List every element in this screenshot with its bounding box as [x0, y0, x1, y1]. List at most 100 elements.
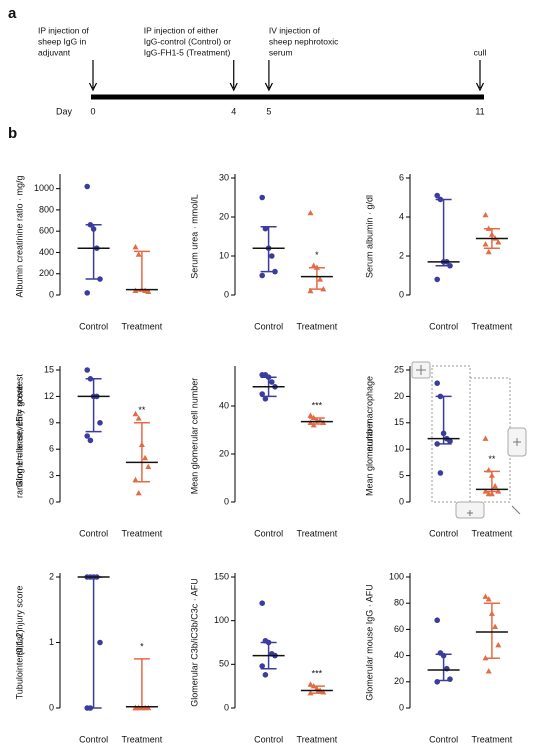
arrowhead: [229, 82, 238, 92]
day-label: 11: [475, 106, 484, 116]
plot: 0 50 100 150 Glomerular C3b/iC3b/C3c · AFU Co…: [189, 571, 337, 744]
y-tick-label: 60: [394, 624, 404, 634]
y-tick-label: 100: [214, 615, 229, 625]
point: [317, 276, 324, 282]
y-tick-label: 5: [399, 470, 404, 480]
x-tick-label: Control: [254, 528, 283, 538]
y-tick-label: 600: [39, 226, 54, 236]
event-label: IV injection of: [269, 25, 321, 35]
point: [138, 441, 145, 447]
point: [135, 251, 142, 257]
point: [482, 593, 489, 599]
y-tick-label: 0: [399, 702, 404, 712]
point: [495, 641, 502, 648]
arrowhead: [264, 82, 273, 92]
point: [307, 681, 314, 687]
handles[interactable]: [411, 361, 527, 519]
point: [488, 231, 495, 237]
plot: 0 200 400 600 800 1000 Albumin creatinine rati…: [14, 174, 163, 331]
y-tick-label: 6: [49, 444, 54, 454]
y-tick-label: 0: [224, 496, 229, 506]
x-tick-label: Control: [79, 528, 108, 538]
point: [485, 668, 492, 674]
day-label: 0: [90, 106, 95, 116]
y-axis-label: Mean glomerular cell number: [189, 378, 199, 495]
y-tick-label: 12: [44, 391, 54, 401]
plot: 0 2 4 6 Serum albumin · g/dl Control Treatment: [364, 172, 512, 331]
event-label: IgG-FH1-5 (Treatment): [144, 47, 231, 57]
point: [495, 239, 502, 245]
y-tick-label: 25: [394, 364, 404, 374]
point: [269, 379, 275, 385]
point: [482, 211, 489, 218]
y-tick-label: 15: [44, 364, 54, 374]
point: [262, 225, 269, 232]
point: [482, 655, 489, 661]
day-label: 4: [231, 106, 236, 116]
point: [437, 393, 444, 400]
point: [84, 433, 90, 439]
significance: *: [140, 641, 144, 651]
x-tick-label: Treatment: [297, 734, 338, 744]
point: [272, 268, 278, 275]
point: [434, 192, 441, 199]
x-tick-label: Treatment: [472, 528, 513, 538]
x-tick-label: Treatment: [297, 528, 338, 538]
point: [269, 253, 275, 259]
point: [492, 623, 499, 629]
y-tick-label: 0: [224, 702, 229, 712]
point: [132, 410, 139, 417]
point: [84, 183, 90, 190]
y-tick-label: 0: [49, 289, 54, 299]
point: [485, 225, 492, 231]
point: [434, 617, 441, 624]
point: [307, 287, 314, 294]
point: [488, 610, 495, 616]
x-tick-label: Control: [429, 528, 458, 538]
significance: *: [315, 250, 319, 260]
x-tick-label: Control: [79, 734, 108, 744]
event-label: adjuvant: [38, 47, 71, 57]
event-label: IP injection of either: [144, 25, 219, 35]
arrowhead: [88, 82, 98, 92]
arrowhead: [475, 82, 485, 92]
point: [135, 415, 142, 421]
point: [142, 454, 149, 461]
point: [310, 262, 317, 268]
y-tick-label: 100: [389, 571, 404, 581]
point: [135, 490, 142, 496]
y-tick-label: 1000: [34, 183, 54, 193]
x-tick-label: Treatment: [122, 528, 163, 538]
point: [262, 396, 269, 402]
point: [488, 490, 495, 497]
point: [132, 243, 139, 250]
plot: 0 1 2 Tubulointerstitial injury score(0,1,2…: [14, 571, 162, 744]
event-label: cull: [474, 47, 487, 57]
plot: 0 10 20 30 Serum urea · mmol/L Control Treatme…: [189, 172, 337, 331]
point: [87, 705, 94, 711]
point: [447, 438, 453, 445]
x-tick-label: Treatment: [122, 734, 163, 744]
point: [434, 276, 441, 283]
point: [307, 412, 314, 418]
y-tick-label: 30: [219, 172, 229, 182]
point: [84, 367, 90, 373]
point: [259, 600, 266, 606]
point: [485, 467, 492, 473]
point: [145, 288, 152, 295]
y-tick-label: 200: [39, 268, 54, 278]
significance: **: [138, 405, 146, 415]
significance: ***: [312, 669, 323, 679]
x-tick-label: Treatment: [297, 321, 338, 331]
handle-icon: [416, 365, 521, 516]
point: [488, 472, 495, 478]
plot: 0 5 10 15 20 25 Mean glomerular macrophagenumb…: [364, 364, 512, 538]
y-tick-label: 20: [219, 448, 229, 458]
y-axis-label: Mean glomerular macrophage: [364, 376, 374, 496]
y-tick-label: 10: [394, 444, 404, 454]
y-axis-label: Albumin creatinine ratio · mg/g: [14, 175, 24, 297]
axis-label: Day: [56, 106, 73, 116]
point: [434, 679, 441, 685]
point: [259, 194, 266, 201]
